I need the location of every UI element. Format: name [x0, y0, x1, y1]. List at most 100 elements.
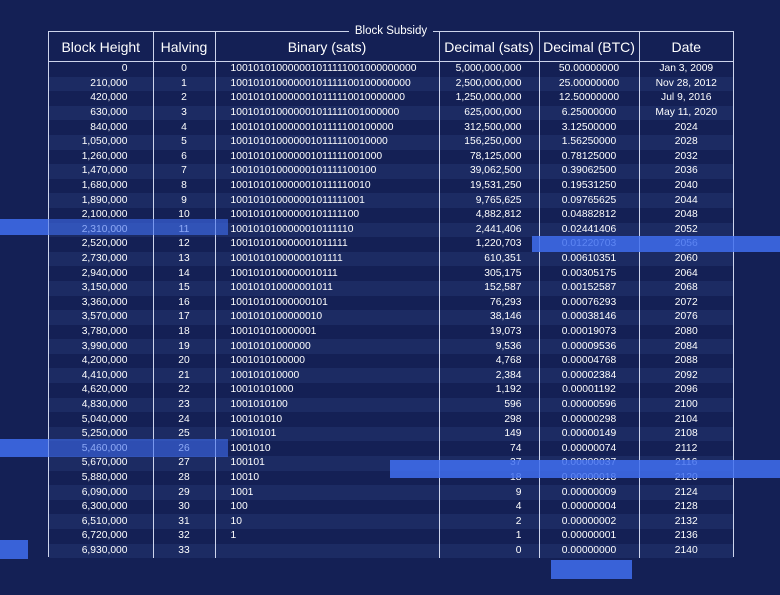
cell-halving: 25 [152, 426, 215, 442]
cell-decimal-btc: 0.00610351 [538, 251, 639, 267]
cell-decimal-sats: 1 [438, 529, 539, 544]
cell-block-height: 630,000 [90, 107, 128, 119]
block-subsidy-table: Block Height Halving Binary (sats) Decim… [49, 32, 733, 559]
cell-halving: 12 [152, 237, 215, 252]
table-row: 6,720,000 32 1 1 0.00000001 2136 [49, 529, 733, 544]
table-row: 2,940,000 14 1001010100000010111 305,175 0.0… [49, 266, 733, 281]
cell-decimal-btc: 0.02441406 [538, 222, 639, 238]
cell-date: 2136 [638, 529, 733, 544]
table-row: 2,100,000 10 10010101000000101111100 4,882,… [49, 207, 733, 223]
cell-halving: 24 [152, 412, 215, 427]
cell-block-height: 6,720,000 [81, 530, 128, 542]
cell-binary-sats: 10010 [214, 470, 439, 486]
table-row: 5,040,000 24 100101010 298 0.00000298 2104 [49, 412, 733, 427]
cell-decimal-btc: 3.12500000 [538, 120, 639, 135]
cell-decimal-sats: 38,146 [438, 310, 539, 325]
cell-binary-sats: 1001010100000010111110010000000 [214, 91, 439, 106]
cell-date: 2096 [638, 383, 733, 398]
cell-binary-sats: 1001 [214, 485, 439, 500]
cell-block-height: 3,570,000 [81, 311, 128, 323]
cell-decimal-btc: 0.39062500 [538, 164, 639, 179]
cell-halving: 29 [152, 485, 215, 500]
cell-binary-sats: 1001010100000010111110010 [214, 178, 439, 194]
cell-halving: 23 [152, 397, 215, 413]
cell-decimal-btc: 0.00152587 [538, 280, 639, 296]
cell-decimal-btc: 0.00000074 [538, 441, 639, 457]
cell-decimal-sats: 2 [438, 514, 539, 529]
header-halving: Halving [152, 32, 215, 62]
cell-date: May 11, 2020 [638, 105, 733, 121]
table-row: 4,200,000 20 1001010100000 4,768 0.00004768 2… [49, 353, 733, 369]
cell-block-height: 4,620,000 [81, 384, 128, 396]
cell-date: 2068 [638, 280, 733, 296]
cell-decimal-sats: 610,351 [438, 251, 539, 267]
cell-decimal-sats: 9 [438, 485, 539, 500]
cell-binary-sats: 10010101000000101111100100 [214, 164, 439, 179]
cell-date: 2072 [638, 295, 733, 311]
cell-decimal-sats: 39,062,500 [438, 164, 539, 179]
cell-binary-sats: 1001010100000010111110010000 [214, 134, 439, 150]
cell-halving: 30 [152, 499, 215, 515]
cell-binary-sats: 100101010000001011111001 [214, 193, 439, 208]
highlight-bar [0, 219, 48, 235]
header-decimal-btc: Decimal (BTC) [538, 32, 639, 62]
cell-decimal-btc: 0.00000001 [538, 529, 639, 544]
table-body: 0 0 100101010000001011111001000000000 5,000… [49, 61, 733, 559]
cell-halving: 15 [152, 280, 215, 296]
cell-block-height: 1,050,000 [81, 136, 128, 148]
cell-halving: 16 [152, 295, 215, 311]
cell-halving: 8 [152, 178, 215, 194]
cell-date: 2064 [638, 266, 733, 281]
cell-halving: 2 [152, 91, 215, 106]
cell-decimal-sats: 305,175 [438, 266, 539, 281]
cell-binary-sats: 10010101000000101111100100000 [214, 120, 439, 135]
cell-halving: 33 [152, 543, 215, 559]
table-row: 6,300,000 30 100 4 0.00000004 2128 [49, 499, 733, 515]
cell-block-height: 3,990,000 [81, 340, 128, 352]
cell-halving: 13 [152, 251, 215, 267]
cell-decimal-btc: 0.00305175 [538, 266, 639, 281]
cell-decimal-sats: 298 [438, 412, 539, 427]
block-subsidy-table-frame: Block Subsidy Block Height Halving Binar… [48, 25, 734, 559]
cell-decimal-btc: 1.56250000 [538, 134, 639, 150]
table-row: 3,150,000 15 100101010000001011 152,587 0.00… [49, 280, 733, 296]
cell-date: 2036 [638, 164, 733, 179]
cell-block-height: 5,670,000 [81, 457, 128, 469]
table-row: 840,000 4 10010101000000101111100100000 312… [49, 120, 733, 135]
cell-block-height: 6,090,000 [81, 486, 128, 498]
cell-block-height: 1,260,000 [81, 150, 128, 162]
cell-decimal-sats: 19,531,250 [438, 178, 539, 194]
cell-decimal-sats: 2,384 [438, 368, 539, 384]
cell-date: Nov 28, 2012 [638, 76, 733, 92]
cell-decimal-btc: 0.00004768 [538, 353, 639, 369]
cell-decimal-sats: 1,220,703 [438, 237, 539, 252]
cell-halving: 27 [152, 456, 215, 471]
cell-halving: 14 [152, 266, 215, 281]
highlight-bar [532, 236, 780, 252]
cell-halving: 0 [152, 61, 215, 77]
cell-date: 2080 [638, 324, 733, 340]
table-row: 1,260,000 6 100101010000001011111001000 78,… [49, 149, 733, 165]
cell-block-height: 2,940,000 [81, 267, 128, 279]
cell-decimal-sats: 312,500,000 [438, 120, 539, 135]
cell-block-height: 5,880,000 [81, 471, 128, 483]
cell-block-height: 2,100,000 [81, 209, 128, 221]
cell-date: 2132 [638, 514, 733, 529]
cell-block-height: 840,000 [90, 121, 128, 133]
cell-binary-sats: 100 [214, 499, 439, 515]
cell-decimal-btc: 25.00000000 [538, 76, 639, 92]
cell-decimal-sats: 1,192 [438, 383, 539, 398]
cell-decimal-sats: 76,293 [438, 295, 539, 311]
cell-block-height: 2,520,000 [81, 238, 128, 250]
cell-binary-sats: 10010101000 [214, 383, 439, 398]
cell-decimal-sats: 4,882,812 [438, 207, 539, 223]
table-row: 6,510,000 31 10 2 0.00000002 2132 [49, 514, 733, 529]
table-row: 1,050,000 5 1001010100000010111110010000 15… [49, 134, 733, 150]
cell-decimal-sats: 4 [438, 499, 539, 515]
cell-halving: 4 [152, 120, 215, 135]
cell-block-height: 2,730,000 [81, 253, 128, 265]
cell-halving: 1 [152, 76, 215, 92]
cell-date: 2040 [638, 178, 733, 194]
cell-decimal-btc: 0.00009536 [538, 339, 639, 354]
cell-block-height: 210,000 [90, 77, 128, 89]
